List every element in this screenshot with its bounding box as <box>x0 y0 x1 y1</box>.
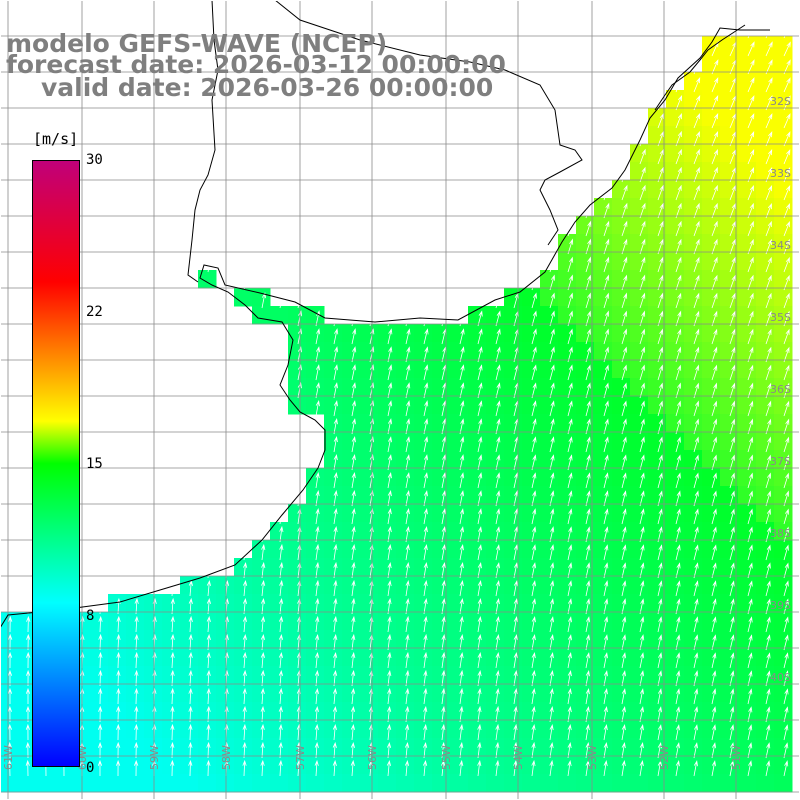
lon-label: 55W <box>440 745 453 770</box>
lon-label: 53W <box>586 745 599 770</box>
lon-label: 61W <box>2 745 15 770</box>
lon-label: 54W <box>512 745 525 770</box>
lat-label: 36S <box>770 383 791 396</box>
colorbar-tick-0: 0 <box>86 760 95 776</box>
lat-label: 32S <box>770 95 791 108</box>
coastline <box>0 27 770 629</box>
map-title-forecast-date: forecast date: 2026-03-12 00:00:00 <box>6 50 506 79</box>
lon-label: 58W <box>220 745 233 770</box>
lat-label: 39S <box>770 599 791 612</box>
lon-label: 56W <box>366 745 379 770</box>
colorbar-tick-15: 15 <box>86 456 103 472</box>
lagoon-shore <box>654 24 746 111</box>
lat-label: 33S <box>770 167 791 180</box>
map-title-model: modelo GEFS-WAVE (NCEP) <box>6 29 388 58</box>
colorbar-gradient <box>33 161 79 766</box>
lon-label: 57W <box>294 745 307 770</box>
border-brazil-uruguay <box>274 0 583 246</box>
map-title-valid-date: valid date: 2026-03-26 00:00:00 <box>41 73 494 102</box>
lat-label: 37S <box>770 455 791 468</box>
border-uruguay-west <box>187 0 219 283</box>
colorbar <box>32 160 80 767</box>
grid-labels: 61W 60W 59W 58W 57W 56W 55W 54W 53W 52W 51W32S33S3… <box>2 95 791 770</box>
lon-label: 59W <box>148 745 161 770</box>
lat-label: 40S <box>770 671 791 684</box>
colorbar-tick-22: 22 <box>86 304 103 320</box>
lat-label: 38S <box>770 527 791 540</box>
wind-field <box>0 36 793 793</box>
colorbar-tick-30: 30 <box>86 152 103 168</box>
lon-label: 51W <box>730 745 743 770</box>
colorbar-unit: [m/s] <box>33 130 79 148</box>
lon-label: 52W <box>658 745 671 770</box>
lat-label: 34S <box>770 239 791 252</box>
colorbar-tick-8: 8 <box>86 608 95 624</box>
lat-label: 35S <box>770 311 791 324</box>
